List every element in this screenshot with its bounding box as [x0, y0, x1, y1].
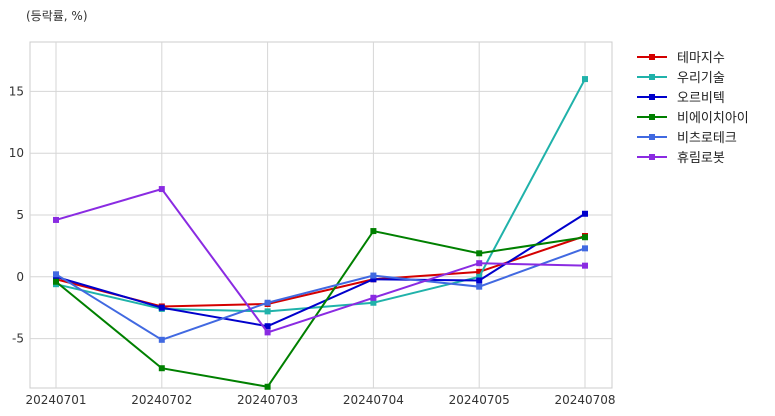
- data-point: [158, 186, 165, 193]
- data-point: [370, 299, 377, 306]
- series-lines: [53, 76, 588, 390]
- data-point: [53, 216, 59, 223]
- legend-item: 테마지수: [637, 51, 725, 66]
- data-point: [476, 250, 483, 257]
- legend-swatch-marker: [649, 154, 655, 160]
- legend-item: 비에이치아이: [637, 111, 749, 126]
- data-point: [582, 262, 588, 269]
- y-axis-ticks: -5 0 5 10 15: [9, 84, 24, 345]
- legend-item: 오르비텍: [637, 91, 725, 106]
- legend-item: 비츠로테크: [637, 131, 737, 146]
- y-tick-label: 15: [9, 84, 24, 98]
- x-tick-label: 20240708: [554, 393, 615, 407]
- data-point: [476, 268, 483, 275]
- series-line: [55, 212, 586, 328]
- x-tick-label: 20240703: [237, 393, 298, 407]
- data-point: [53, 278, 59, 285]
- legend-swatch-marker: [649, 94, 655, 100]
- legend-label: 휴림로봇: [677, 151, 725, 166]
- data-point: [582, 76, 588, 83]
- legend-item: 우리기술: [637, 71, 725, 86]
- series-6: [53, 186, 588, 336]
- unit-label: (등락률, %): [26, 9, 88, 23]
- data-point: [264, 323, 271, 330]
- data-point: [582, 234, 588, 241]
- series-line: [55, 78, 586, 313]
- legend-label: 비에이치아이: [677, 111, 749, 126]
- data-point: [476, 283, 483, 290]
- data-point: [476, 260, 483, 267]
- legend-swatch-marker: [649, 54, 655, 60]
- legend-label: 우리기술: [677, 71, 725, 86]
- data-point: [476, 277, 483, 284]
- data-point: [264, 383, 271, 390]
- data-point: [264, 329, 271, 336]
- legend-label: 비츠로테크: [677, 131, 737, 146]
- x-tick-label: 20240705: [449, 393, 510, 407]
- y-tick-label: 5: [16, 208, 24, 222]
- data-point: [158, 336, 165, 343]
- series-line: [55, 187, 586, 334]
- series-line: [55, 229, 586, 388]
- data-point: [476, 273, 483, 280]
- x-tick-label: 20240702: [131, 393, 192, 407]
- data-point: [370, 276, 377, 283]
- series-line: [55, 247, 586, 341]
- legend-swatch-marker: [649, 134, 655, 140]
- y-tick-label: -5: [12, 332, 24, 346]
- data-point: [370, 228, 377, 235]
- x-tick-label: 20240704: [343, 393, 404, 407]
- legend-label: 테마지수: [677, 51, 725, 66]
- x-tick-label: 20240701: [25, 393, 86, 407]
- series-4: [53, 228, 588, 390]
- data-point: [158, 304, 165, 311]
- x-axis-ticks: 20240701 20240702 20240703 20240704 20240705…: [25, 393, 615, 407]
- legend-item: 휴림로봇: [637, 151, 725, 166]
- data-point: [264, 299, 271, 306]
- legend-swatch-marker: [649, 74, 655, 80]
- data-point: [158, 365, 165, 372]
- legend-swatch-marker: [649, 114, 655, 120]
- y-tick-label: 0: [16, 270, 24, 284]
- data-point: [582, 210, 588, 217]
- data-point: [370, 294, 377, 301]
- data-point: [582, 245, 588, 252]
- data-point: [264, 308, 271, 315]
- data-point: [370, 272, 377, 279]
- data-point: [53, 271, 59, 278]
- series-5: [53, 245, 588, 343]
- y-tick-label: 10: [9, 146, 24, 160]
- legend-label: 오르비텍: [677, 91, 725, 106]
